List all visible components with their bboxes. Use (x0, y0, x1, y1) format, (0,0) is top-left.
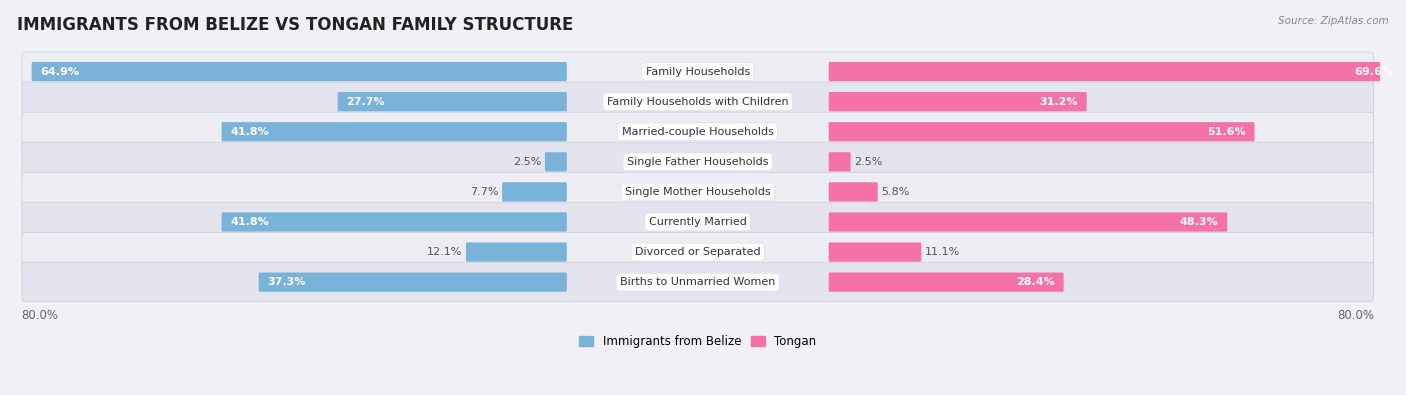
FancyBboxPatch shape (502, 182, 567, 201)
Text: Single Mother Households: Single Mother Households (624, 187, 770, 197)
Text: Family Households: Family Households (645, 67, 749, 77)
FancyBboxPatch shape (828, 62, 1403, 81)
Text: Divorced or Separated: Divorced or Separated (636, 247, 761, 257)
Text: Married-couple Households: Married-couple Households (621, 127, 773, 137)
FancyBboxPatch shape (546, 152, 567, 171)
FancyBboxPatch shape (828, 182, 877, 201)
Text: 28.4%: 28.4% (1017, 277, 1054, 287)
FancyBboxPatch shape (828, 92, 1087, 111)
FancyBboxPatch shape (22, 82, 1374, 121)
FancyBboxPatch shape (828, 152, 851, 171)
Text: 64.9%: 64.9% (41, 67, 80, 77)
FancyBboxPatch shape (828, 122, 1254, 141)
FancyBboxPatch shape (22, 233, 1374, 272)
Text: 51.6%: 51.6% (1206, 127, 1246, 137)
Text: Family Households with Children: Family Households with Children (607, 97, 789, 107)
Text: Births to Unmarried Women: Births to Unmarried Women (620, 277, 776, 287)
Text: 37.3%: 37.3% (267, 277, 307, 287)
Text: 48.3%: 48.3% (1180, 217, 1219, 227)
Text: 2.5%: 2.5% (853, 157, 883, 167)
Text: 41.8%: 41.8% (231, 127, 270, 137)
FancyBboxPatch shape (22, 172, 1374, 211)
FancyBboxPatch shape (222, 213, 567, 231)
Text: 27.7%: 27.7% (346, 97, 385, 107)
FancyBboxPatch shape (828, 243, 921, 261)
Text: 7.7%: 7.7% (470, 187, 499, 197)
Text: 5.8%: 5.8% (882, 187, 910, 197)
Text: 11.1%: 11.1% (925, 247, 960, 257)
Legend: Immigrants from Belize, Tongan: Immigrants from Belize, Tongan (575, 331, 821, 353)
Text: 41.8%: 41.8% (231, 217, 270, 227)
Text: 12.1%: 12.1% (427, 247, 463, 257)
Text: 31.2%: 31.2% (1039, 97, 1078, 107)
Text: Single Father Households: Single Father Households (627, 157, 769, 167)
Text: 2.5%: 2.5% (513, 157, 541, 167)
FancyBboxPatch shape (22, 202, 1374, 241)
Text: Currently Married: Currently Married (648, 217, 747, 227)
FancyBboxPatch shape (828, 213, 1227, 231)
FancyBboxPatch shape (22, 142, 1374, 181)
Text: Source: ZipAtlas.com: Source: ZipAtlas.com (1278, 16, 1389, 26)
FancyBboxPatch shape (222, 122, 567, 141)
Text: 69.6%: 69.6% (1354, 67, 1393, 77)
FancyBboxPatch shape (259, 273, 567, 292)
FancyBboxPatch shape (337, 92, 567, 111)
FancyBboxPatch shape (22, 52, 1374, 91)
FancyBboxPatch shape (465, 243, 567, 261)
FancyBboxPatch shape (31, 62, 567, 81)
FancyBboxPatch shape (828, 273, 1063, 292)
Text: IMMIGRANTS FROM BELIZE VS TONGAN FAMILY STRUCTURE: IMMIGRANTS FROM BELIZE VS TONGAN FAMILY … (17, 16, 574, 34)
FancyBboxPatch shape (22, 263, 1374, 302)
FancyBboxPatch shape (22, 112, 1374, 151)
